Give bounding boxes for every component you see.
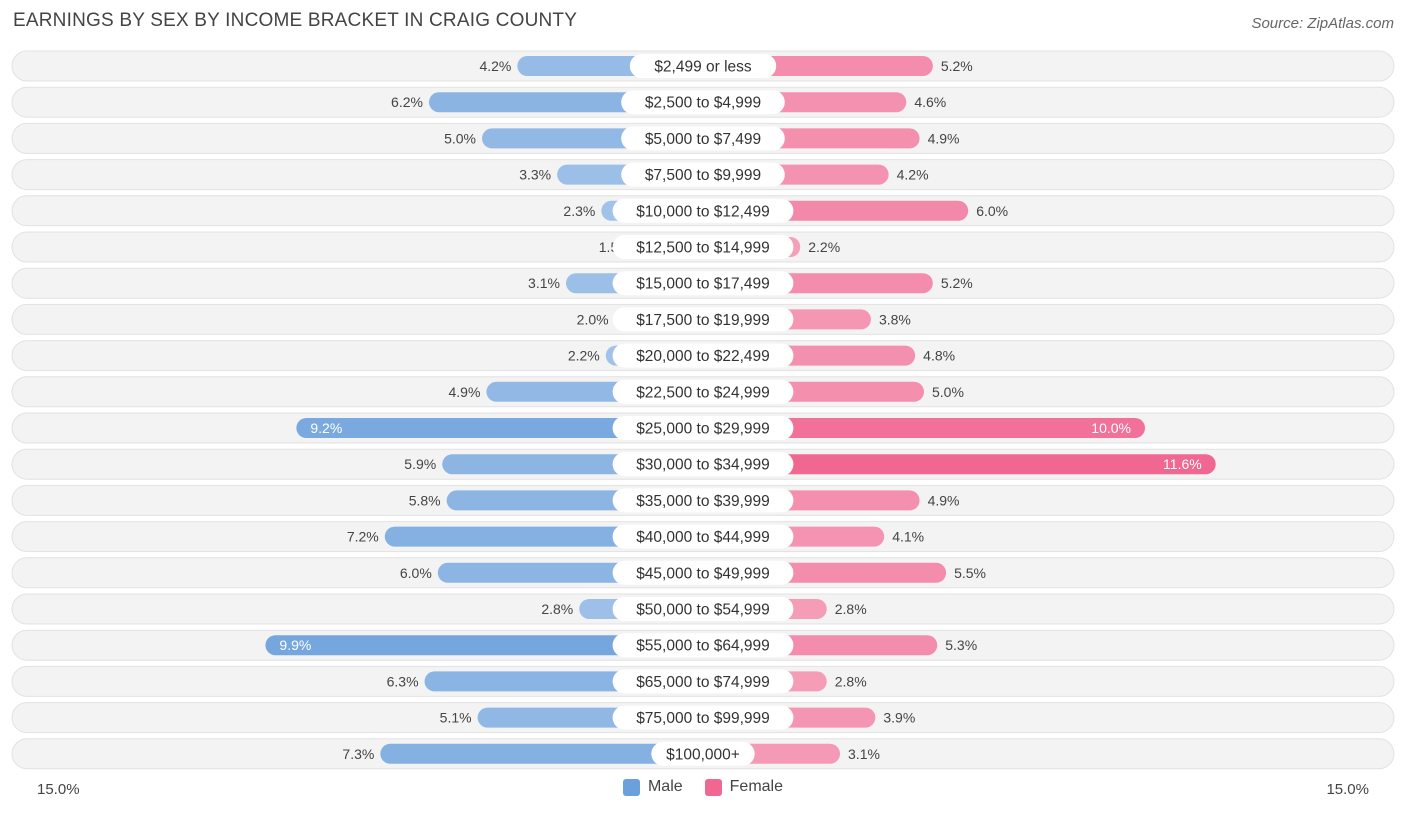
row-7-male-value: 3.1%	[528, 275, 560, 291]
row-14-category-pill	[612, 524, 794, 549]
row-18-category-label: $65,000 to $74,999	[636, 674, 770, 691]
row-11-female-value: 10.0%	[1091, 420, 1131, 436]
row-19-category-pill	[612, 705, 794, 730]
row-11-category-pill	[612, 416, 794, 440]
row-1-category-pill	[629, 54, 777, 78]
row-13-category-pill	[612, 488, 794, 513]
row-16-category-label: $50,000 to $54,999	[636, 602, 770, 619]
row-3-female-value: 4.9%	[928, 130, 960, 146]
row-19-male-value: 5.1%	[440, 710, 472, 726]
row-20-male-bar	[380, 743, 703, 764]
legend-item-male[interactable]: Male	[622, 778, 683, 796]
row-20-category-label: $100,000+	[666, 746, 740, 763]
row-8-female-value: 3.8%	[879, 311, 911, 327]
row-4-male-value: 3.3%	[519, 167, 551, 183]
row-1-category-label: $2,499 or less	[654, 59, 752, 76]
chart-plot: 4.2% 5.2% $2,499 or less 6.2% 4.6% $2,500 to …	[11, 50, 1395, 770]
legend-item-female[interactable]: Female	[704, 778, 784, 796]
row-19-category-label: $75,000 to $99,999	[636, 710, 770, 727]
row-3-category-pill	[621, 126, 785, 151]
row-9-female-value: 4.8%	[923, 348, 955, 364]
row-12-female-value: 11.6%	[1163, 456, 1202, 472]
row-8-category-label: $17,500 to $19,999	[636, 312, 770, 329]
row-2-male-value: 6.2%	[391, 94, 423, 110]
row-16-female-value: 2.8%	[835, 601, 867, 617]
row-3-category-label: $5,000 to $7,499	[645, 131, 761, 148]
row-10-category-label: $22,500 to $24,999	[636, 384, 770, 401]
row-2-category-pill	[621, 90, 785, 115]
row-4-category-pill	[621, 162, 785, 187]
row-16-category-pill	[612, 597, 794, 621]
chart-title: EARNINGS BY SEX BY INCOME BRACKET IN CRA…	[13, 10, 578, 31]
source-credit: Source: ZipAtlas.com	[1251, 15, 1394, 32]
row-13-category-label: $35,000 to $39,999	[636, 493, 770, 510]
row-3-male-value: 5.0%	[444, 130, 476, 146]
row-6-category-pill	[612, 235, 794, 259]
row-7-category-label: $15,000 to $17,499	[636, 276, 770, 293]
row-16-male-value: 2.8%	[541, 601, 573, 617]
row-8-category-pill	[612, 307, 794, 332]
row-17-male-bar	[265, 635, 703, 656]
axis-right-label: 15.0%	[1326, 781, 1369, 798]
row-19-female-value: 3.9%	[883, 710, 915, 726]
legend-swatch-male	[622, 778, 640, 796]
row-17-category-pill	[612, 633, 794, 658]
row-5-category-pill	[612, 198, 794, 223]
row-13-female-value: 4.9%	[928, 492, 960, 508]
row-14-female-value: 4.1%	[892, 529, 924, 545]
row-12-category-label: $30,000 to $34,999	[636, 457, 770, 474]
row-15-category-label: $45,000 to $49,999	[636, 565, 770, 582]
row-14-male-value: 7.2%	[347, 529, 379, 545]
row-8-male-value: 2.0%	[577, 311, 609, 327]
row-10-male-value: 4.9%	[448, 384, 480, 400]
row-5-female-value: 6.0%	[976, 203, 1008, 219]
row-15-female-value: 5.5%	[954, 565, 986, 581]
legend-label-female: Female	[729, 778, 784, 795]
row-9-category-label: $20,000 to $22,499	[636, 348, 770, 365]
row-20-male-value: 7.3%	[342, 746, 374, 762]
row-4-category-label: $7,500 to $9,999	[645, 167, 761, 184]
row-2-category-label: $2,500 to $4,999	[645, 95, 761, 112]
row-10-female-value: 5.0%	[932, 384, 964, 400]
row-12-category-pill	[612, 452, 794, 477]
row-18-male-value: 6.3%	[387, 673, 419, 689]
row-20-category-pill	[651, 741, 755, 766]
legend-label-male: Male	[647, 778, 683, 795]
row-12-male-value: 5.9%	[404, 456, 436, 472]
row-17-female-value: 5.3%	[945, 637, 977, 653]
row-11-female-bar	[703, 418, 1145, 438]
row-9-category-pill	[612, 343, 794, 368]
row-9-male-value: 2.2%	[568, 348, 600, 364]
row-17-category-label: $55,000 to $64,999	[636, 638, 770, 655]
row-6-female-value: 2.2%	[808, 239, 840, 255]
row-20-female-value: 3.1%	[848, 746, 880, 762]
row-7-category-pill	[612, 271, 794, 296]
row-12-female-bar	[703, 454, 1216, 475]
row-18-female-value: 2.8%	[835, 673, 867, 689]
row-11-male-bar	[296, 418, 703, 438]
row-2-female-value: 4.6%	[914, 94, 946, 110]
row-10-category-pill	[612, 379, 794, 404]
row-4-female-value: 4.2%	[897, 167, 929, 183]
row-18-category-pill	[612, 669, 794, 694]
row-6-category-label: $12,500 to $14,999	[636, 240, 770, 257]
row-11-male-value: 9.2%	[310, 420, 342, 436]
row-13-male-value: 5.8%	[409, 492, 441, 508]
legend: Male Female	[0, 778, 1406, 796]
row-14-category-label: $40,000 to $44,999	[636, 529, 770, 546]
row-7-female-value: 5.2%	[941, 275, 973, 291]
row-17-male-value: 9.9%	[279, 637, 311, 653]
axis-left-label: 15.0%	[37, 781, 80, 798]
row-1-male-value: 4.2%	[479, 58, 511, 74]
row-5-male-value: 2.3%	[563, 203, 595, 219]
row-11-category-label: $25,000 to $29,999	[636, 421, 770, 438]
row-5-category-label: $10,000 to $12,499	[636, 203, 770, 220]
row-15-category-pill	[612, 560, 794, 585]
row-15-male-value: 6.0%	[400, 565, 432, 581]
legend-swatch-female	[704, 778, 722, 796]
row-1-female-value: 5.2%	[941, 58, 973, 74]
